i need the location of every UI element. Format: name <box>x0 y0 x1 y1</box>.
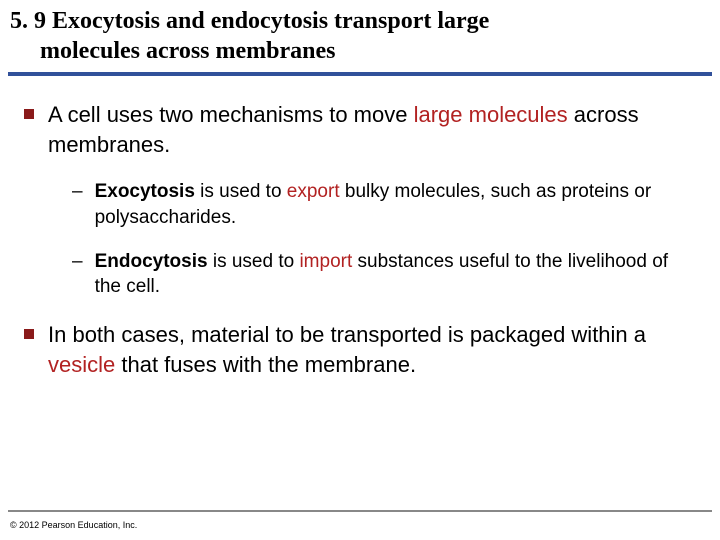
text-segment: is used to <box>208 251 300 272</box>
text-segment: A cell uses two mechanisms to move <box>48 102 414 127</box>
text-segment: is used to <box>195 181 287 202</box>
text-segment-bold: Endocytosis <box>95 251 208 272</box>
heading-title-line2: molecules across membranes <box>40 38 336 64</box>
text-segment: In both cases, material to be transporte… <box>48 322 646 347</box>
heading-title-line1: Exocytosis and endocytosis transport lar… <box>52 8 489 34</box>
text-segment-highlight: export <box>287 181 340 202</box>
copyright-text: © 2012 Pearson Education, Inc. <box>10 520 137 530</box>
bullet-text: In both cases, material to be transporte… <box>48 320 696 379</box>
sub-list: – Exocytosis is used to export bulky mol… <box>72 179 696 300</box>
bullet-marker-icon <box>24 109 34 119</box>
bullet-text: A cell uses two mechanisms to move large… <box>48 100 696 159</box>
heading-number: 5. 9 <box>10 8 46 34</box>
slide-heading: 5. 9 Exocytosis and endocytosis transpor… <box>0 0 720 70</box>
bullet-item: In both cases, material to be transporte… <box>24 320 696 379</box>
slide-body: A cell uses two mechanisms to move large… <box>0 76 720 379</box>
footer-rule <box>8 510 712 512</box>
text-segment: that fuses with the membrane. <box>115 352 416 377</box>
sub-text: Exocytosis is used to export bulky molec… <box>95 179 696 230</box>
sub-item: – Endocytosis is used to import substanc… <box>72 249 696 300</box>
bullet-marker-icon <box>24 329 34 339</box>
dash-marker-icon: – <box>72 179 83 205</box>
text-segment-highlight: large molecules <box>414 102 568 127</box>
sub-item: – Exocytosis is used to export bulky mol… <box>72 179 696 230</box>
text-segment-highlight: vesicle <box>48 352 115 377</box>
sub-text: Endocytosis is used to import substances… <box>95 249 696 300</box>
dash-marker-icon: – <box>72 249 83 275</box>
bullet-item: A cell uses two mechanisms to move large… <box>24 100 696 159</box>
text-segment-highlight: import <box>299 251 352 272</box>
text-segment-bold: Exocytosis <box>95 181 195 202</box>
